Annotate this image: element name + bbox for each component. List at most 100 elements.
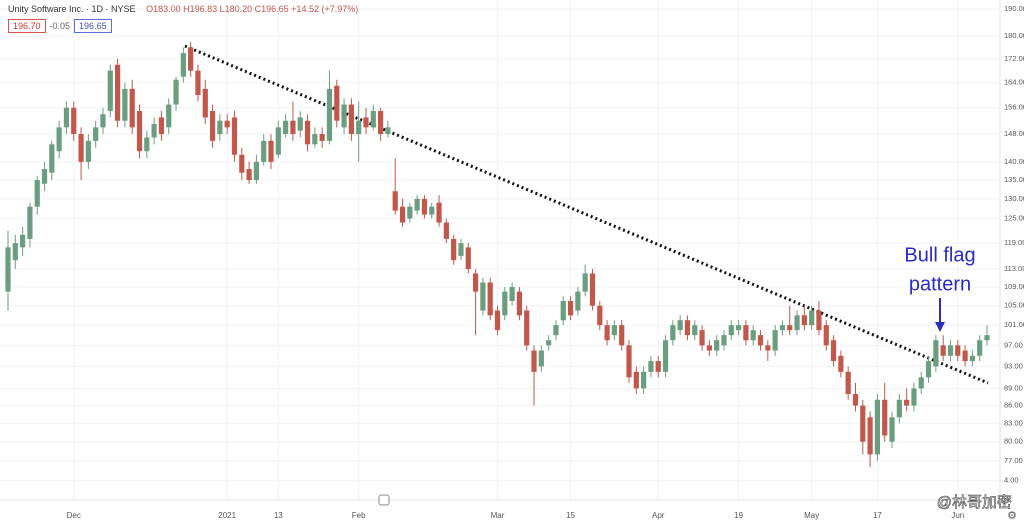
candle-body [553,325,559,336]
candle-body [27,206,33,239]
candle-body [209,110,216,141]
candle-body [882,399,888,436]
sell-price[interactable]: 196.70 [8,19,46,33]
candle-body [151,124,157,138]
candle-body [984,335,990,341]
candle-body [947,345,954,356]
spread: -0.05 [49,21,71,31]
candle-body [604,325,610,341]
candle-body [677,320,683,331]
candle-body [12,243,18,261]
y-tick-label: 180.00 [1004,31,1024,40]
candle-body [509,287,515,301]
candle-body [860,405,866,442]
annotation: pattern [909,273,971,295]
candle-body [480,282,486,311]
y-tick-label: 164.00 [1004,78,1024,87]
y-tick-label: 86.00 [1004,401,1023,410]
x-tick-label: 17 [873,511,882,520]
x-tick-label: Apr [652,511,665,520]
candle-body [750,330,756,341]
y-tick-label: 148.00 [1004,129,1024,138]
candle-body [443,222,449,239]
candle-body [56,127,62,152]
candle-body [472,273,479,292]
candle-body [253,161,260,181]
candle-body [830,340,837,362]
candle-body [502,291,508,316]
candle-body [743,325,749,341]
candle-body [136,110,143,152]
candle-body [816,310,822,331]
candle-body [370,110,376,128]
event-icon[interactable] [378,494,390,506]
candle-body [319,134,325,141]
candle-body [977,340,983,356]
y-tick-label: 97.00 [1004,340,1023,349]
x-tick-label: Mar [491,511,505,520]
candle-body [852,394,859,406]
candle-body [20,234,26,248]
candle-body [787,325,793,331]
watermark: @林哥加密 [937,494,1012,511]
candle-body [699,330,705,346]
candle-body [619,325,625,346]
candle-body [217,120,223,135]
y-tick-label: 77.00 [1004,456,1023,465]
candle-body [735,325,742,331]
candle-body [597,305,603,326]
candle-body [845,371,851,395]
candle-body [239,154,245,173]
candle-body [633,371,639,389]
candle-body [385,127,391,135]
candle-body [451,238,457,261]
candle-body [904,399,910,406]
candle-body [567,300,574,316]
price-boxes: 196.70 -0.05 196.65 [8,19,112,33]
candle-body [436,202,442,223]
candle-body [188,47,194,71]
header: Unity Software Inc. · 1D · NYSE O183.00 … [8,4,366,14]
y-tick-label: 89.00 [1004,383,1023,392]
candle-body [611,325,617,336]
candle-body [494,310,501,331]
candle-body [757,335,764,346]
buy-price[interactable]: 196.65 [74,19,112,33]
y-tick-label: 119.00 [1004,238,1024,247]
candle-body [662,340,669,372]
candle-body [429,206,435,215]
y-tick-label: 113.00 [1004,264,1024,273]
candle-body [867,417,873,455]
arrow-head [935,322,945,332]
candle-body [940,345,946,356]
candle-body [641,371,647,389]
candle-body [925,361,932,378]
candle-body [312,134,318,145]
candle-body [297,117,303,131]
candle-body [78,134,84,162]
candle-body [714,340,720,351]
candle-body [407,206,413,219]
candle-body [655,361,661,372]
candle-body [224,120,230,128]
candle-body [838,355,844,372]
candle-body [918,377,924,389]
candle-body [589,273,596,306]
candle-body [546,340,552,346]
candle-body [560,300,566,321]
candle-body [202,88,208,118]
candle-body [524,310,530,346]
y-tick-label: 80.00 [1004,437,1023,446]
y-tick-label: 4.00 [1004,476,1019,485]
candle-body [399,206,406,223]
candle-body [275,127,281,155]
candle-body [955,345,961,356]
candle-body [516,291,523,316]
candle-body [465,247,471,270]
candle-body [874,399,881,455]
candle-body [173,79,179,105]
candle-body [378,110,384,135]
settings-icon[interactable]: ⚙ [1007,510,1017,522]
candle-body [363,117,369,128]
candle-body [129,88,135,128]
